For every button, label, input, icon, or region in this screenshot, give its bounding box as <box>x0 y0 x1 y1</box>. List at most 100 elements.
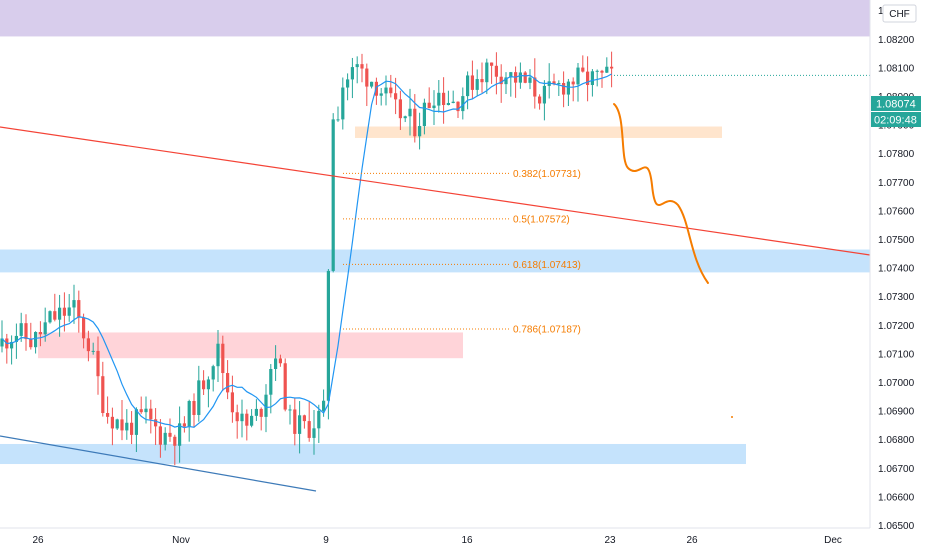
candle <box>461 87 465 120</box>
candle <box>250 409 254 428</box>
candle-body <box>571 81 575 85</box>
candle-body <box>302 415 306 422</box>
candle-body <box>192 401 196 415</box>
candle <box>125 409 129 440</box>
candle-body <box>456 101 460 112</box>
candle <box>605 57 609 74</box>
countdown-label: 02:09:48 <box>874 115 917 127</box>
candle <box>437 80 441 113</box>
candle-body <box>466 75 470 97</box>
candle <box>134 407 138 453</box>
candle-body <box>365 68 369 87</box>
candle-body <box>379 93 383 96</box>
candle <box>600 69 604 88</box>
candle-body <box>590 71 594 86</box>
y-tick-label: 1.07800 <box>878 149 915 160</box>
candle-body <box>504 77 508 85</box>
candle <box>120 399 124 441</box>
candle <box>398 90 402 130</box>
candle-body <box>62 307 66 316</box>
candle <box>67 294 71 322</box>
candle <box>10 335 14 365</box>
candle <box>446 90 450 106</box>
candle-body <box>149 408 153 420</box>
candle <box>307 401 311 442</box>
x-tick-label: 26 <box>32 535 44 546</box>
moving-average-line <box>1 73 612 429</box>
overlay-layer: 0.382(1.07731) 0.5(1.07572) 0.618(1.07413)… <box>0 73 871 492</box>
candle <box>149 399 153 434</box>
candle-body <box>72 300 76 308</box>
time-axis[interactable]: 26 Nov 9 16 23 26 Dec <box>32 535 841 546</box>
projection-path <box>613 103 709 284</box>
candle-body <box>187 401 191 427</box>
candle <box>576 62 580 102</box>
currency-badge[interactable]: CHF <box>882 4 917 23</box>
candle-body <box>336 119 340 121</box>
candle-body <box>566 81 570 95</box>
candle-body <box>91 350 95 352</box>
candle-body <box>322 400 326 411</box>
candle-body <box>197 380 201 415</box>
candle <box>595 69 599 87</box>
candle-body <box>398 99 402 119</box>
candle <box>528 69 532 90</box>
candle <box>24 314 28 351</box>
candle-body <box>307 421 311 438</box>
candle-body <box>58 307 62 320</box>
candle-body <box>470 75 474 90</box>
y-tick-label: 1.08200 <box>878 35 915 46</box>
candle <box>475 69 479 96</box>
candle <box>86 330 90 362</box>
candle-body <box>499 76 503 85</box>
candle-body <box>298 415 302 434</box>
candle-body <box>542 85 546 104</box>
x-tick-label: Nov <box>172 535 190 546</box>
candle <box>168 418 172 442</box>
candle <box>509 71 513 97</box>
candle-body <box>259 408 263 417</box>
candle-body <box>384 87 388 94</box>
candle-body <box>264 394 268 417</box>
candle-body <box>144 408 148 413</box>
candle-body <box>557 82 561 84</box>
candle-body <box>154 419 158 427</box>
candle <box>571 77 575 102</box>
candle <box>389 74 393 98</box>
candle <box>557 80 561 97</box>
y-tick-label: 1.07400 <box>878 264 915 275</box>
candle-body <box>360 64 364 69</box>
candle-body <box>523 72 527 83</box>
candle-body <box>230 392 234 413</box>
candle <box>302 414 306 429</box>
candle-body <box>437 92 441 106</box>
candle <box>566 78 570 107</box>
countdown-tag: 02:09:48 <box>871 112 921 127</box>
price-axis[interactable]: 1.06500 1.06600 1.06700 1.06800 1.06900 1.070… <box>878 0 915 532</box>
candle <box>432 90 436 126</box>
candle-body <box>331 119 335 271</box>
candle-body <box>77 300 81 318</box>
fib-level-label: 0.786(1.07187) <box>513 325 581 336</box>
candle-body <box>130 422 134 435</box>
candle <box>182 416 186 433</box>
candle-body <box>240 413 244 422</box>
candle <box>34 331 38 354</box>
candle <box>82 313 86 349</box>
candle <box>110 407 114 446</box>
candle <box>336 106 340 122</box>
candle-body <box>586 71 590 86</box>
candle <box>91 342 95 355</box>
candle <box>264 384 268 433</box>
candle-body <box>245 413 249 426</box>
candle-body <box>206 379 210 390</box>
candle <box>240 399 244 438</box>
candle-body <box>485 62 489 83</box>
candle <box>187 399 191 442</box>
candle <box>158 419 162 458</box>
candle <box>58 294 62 337</box>
candle <box>312 410 316 455</box>
candle-body <box>67 307 71 316</box>
candle <box>77 290 81 333</box>
